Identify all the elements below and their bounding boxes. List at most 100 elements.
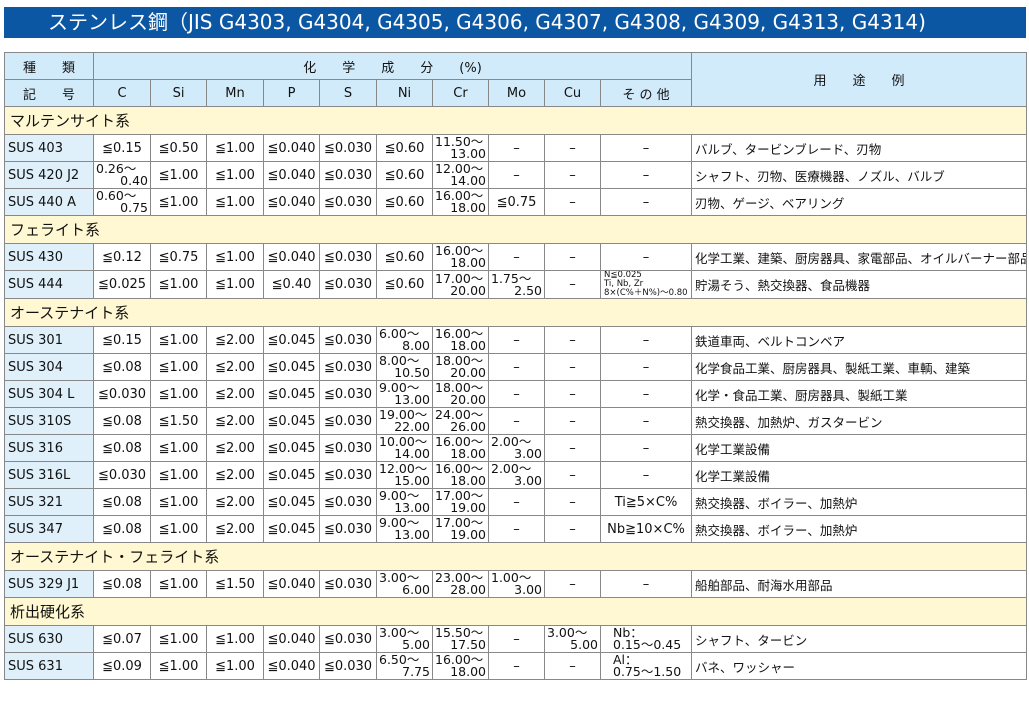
value-cell: –: [488, 380, 545, 408]
value-cell: –: [544, 243, 601, 271]
value-cell: –: [488, 161, 545, 189]
value-cell: Nb≧10×C%: [599, 515, 693, 543]
use-cell: バルブ、タービンブレード、刃物: [691, 134, 1027, 162]
value-cell: –: [599, 407, 693, 435]
value-cell: –: [544, 353, 601, 381]
value-cell: –: [544, 380, 601, 408]
value-cell: ≦2.00: [206, 515, 264, 543]
value-cell: –: [544, 570, 601, 598]
value-cell: ≦0.040: [263, 625, 320, 653]
value-cell: 15.50～ 17.50: [432, 625, 489, 653]
value-cell: ≦0.045: [263, 515, 320, 543]
value-cell: ≦1.00: [150, 570, 207, 598]
value-cell: Nb： 0.15～0.45: [599, 625, 693, 653]
value-cell: –: [488, 326, 545, 354]
value-cell: 8.00～ 10.50: [376, 353, 433, 381]
value-cell: –: [544, 652, 601, 680]
value-cell: 3.00～ 5.00: [376, 625, 433, 653]
value-cell: –: [599, 134, 693, 162]
section-title: オーステナイト・フェライト系: [4, 542, 1027, 571]
table-row: SUS 329 J1 ≦0.08 ≦1.00 ≦1.50 ≦0.040 ≦0.030 3.0…: [4, 570, 1027, 598]
table-row: SUS 630 ≦0.07 ≦1.00 ≦1.00 ≦0.040 ≦0.030 3.00～ 5…: [4, 625, 1027, 653]
value-cell: 2.00～ 3.00: [488, 461, 545, 489]
value-cell: ≦0.030: [319, 326, 377, 354]
column-header: Si: [150, 79, 207, 107]
value-cell: ≦0.040: [263, 134, 320, 162]
value-cell: ≦0.045: [263, 407, 320, 435]
value-cell: ≦1.00: [150, 625, 207, 653]
value-cell: ≦1.00: [206, 652, 264, 680]
value-cell: ≦0.030: [319, 407, 377, 435]
value-cell: 9.00～ 13.00: [376, 380, 433, 408]
grade-cell: SUS 430: [4, 243, 94, 271]
value-cell: ≦0.045: [263, 326, 320, 354]
use-cell: 鉄道車両、ベルトコンベア: [691, 326, 1027, 354]
value-cell: 17.00～ 19.00: [432, 515, 489, 543]
value-cell: ≦0.08: [93, 353, 151, 381]
use-cell: 化学食品工業、厨房器具、製紙工業、車輌、建築: [691, 353, 1027, 381]
value-cell: ≦0.030: [319, 652, 377, 680]
value-cell: 9.00～ 13.00: [376, 515, 433, 543]
section-row: オーステナイト・フェライト系: [4, 542, 1027, 571]
value-cell: ≦1.00: [150, 270, 207, 299]
grade-cell: SUS 304 L: [4, 380, 94, 408]
value-cell: –: [599, 243, 693, 271]
value-cell: ≦0.030: [319, 461, 377, 489]
value-cell: ≦0.040: [263, 161, 320, 189]
value-cell: 19.00～ 22.00: [376, 407, 433, 435]
value-cell: –: [599, 353, 693, 381]
value-cell: ≦0.08: [93, 515, 151, 543]
value-cell: 3.00～ 6.00: [376, 570, 433, 598]
column-header: C: [93, 79, 151, 107]
value-cell: –: [544, 434, 601, 462]
value-cell: ≦0.40: [263, 270, 320, 299]
value-cell: ≦1.00: [150, 161, 207, 189]
value-cell: 9.00～ 13.00: [376, 488, 433, 516]
value-cell: ≦0.15: [93, 326, 151, 354]
grade-cell: SUS 301: [4, 326, 94, 354]
value-cell: ≦2.00: [206, 407, 264, 435]
value-cell: –: [488, 353, 545, 381]
value-cell: ≦0.75: [150, 243, 207, 271]
use-cell: 化学工業、建築、厨房器具、家電部品、オイルバーナー部品: [691, 243, 1027, 271]
use-cell: 化学工業設備: [691, 434, 1027, 462]
column-header: Mo: [488, 79, 545, 107]
value-cell: –: [488, 625, 545, 653]
use-cell: 熱交換器、ボイラー、加熱炉: [691, 515, 1027, 543]
value-cell: –: [599, 326, 693, 354]
value-cell: ≦0.030: [319, 188, 377, 216]
value-cell: ≦0.08: [93, 407, 151, 435]
table-row: SUS 440 A 0.60～ 0.75 ≦1.00 ≦1.00 ≦0.040 ≦0.030…: [4, 188, 1027, 216]
value-cell: ≦1.00: [150, 461, 207, 489]
value-cell: ≦1.00: [206, 134, 264, 162]
value-cell: ≦0.60: [376, 161, 433, 189]
value-cell: –: [544, 488, 601, 516]
value-cell: ≦0.030: [319, 270, 377, 299]
grade-cell: SUS 630: [4, 625, 94, 653]
value-cell: 1.75～ 2.50: [488, 270, 545, 299]
value-cell: 11.50～ 13.00: [432, 134, 489, 162]
grade-cell: SUS 316: [4, 434, 94, 462]
value-cell: ≦0.030: [319, 515, 377, 543]
use-header: 用 途 例: [691, 52, 1027, 107]
grade-cell: SUS 631: [4, 652, 94, 680]
section-title: オーステナイト系: [4, 298, 1027, 327]
table-row: SUS 420 J2 0.26～ 0.40 ≦1.00 ≦1.00 ≦0.040 ≦0.03…: [4, 161, 1027, 189]
value-cell: ≦0.045: [263, 380, 320, 408]
value-cell: ≦0.60: [376, 270, 433, 299]
use-cell: 船舶部品、耐海水用部品: [691, 570, 1027, 598]
table-row: SUS 347 ≦0.08 ≦1.00 ≦2.00 ≦0.045 ≦0.030 9.00～ 1…: [4, 515, 1027, 543]
value-cell: ≦1.50: [150, 407, 207, 435]
value-cell: ≦2.00: [206, 353, 264, 381]
value-cell: 18.00～ 20.00: [432, 353, 489, 381]
value-cell: –: [544, 461, 601, 489]
value-cell: ≦2.00: [206, 461, 264, 489]
value-cell: Ti≧5×C%: [599, 488, 693, 516]
value-cell: 0.60～ 0.75: [93, 188, 151, 216]
value-cell: ≦0.60: [376, 243, 433, 271]
value-cell: –: [488, 407, 545, 435]
grade-cell: SUS 440 A: [4, 188, 94, 216]
grade-cell: SUS 321: [4, 488, 94, 516]
value-cell: ≦0.030: [319, 243, 377, 271]
table-row: SUS 304 ≦0.08 ≦1.00 ≦2.00 ≦0.045 ≦0.030 8.00～ 1…: [4, 353, 1027, 381]
